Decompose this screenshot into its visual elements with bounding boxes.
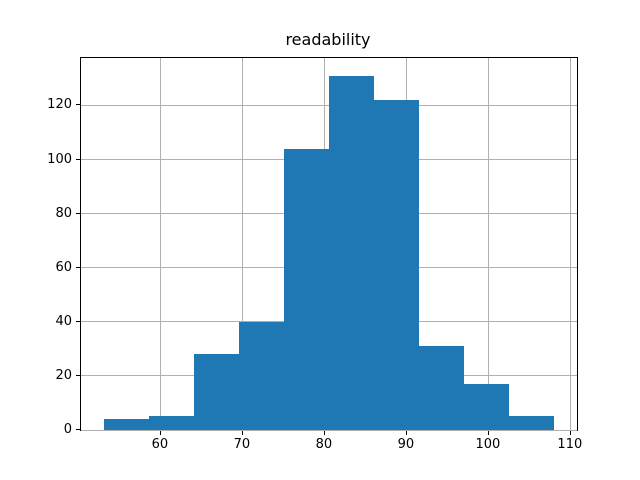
x-gridline bbox=[488, 58, 490, 430]
y-tick-label: 20 bbox=[55, 367, 72, 383]
histogram-bar bbox=[238, 321, 284, 430]
histogram-bar bbox=[329, 75, 375, 430]
histogram-bar bbox=[103, 419, 149, 430]
x-tick-mark bbox=[569, 431, 571, 435]
x-gridline bbox=[242, 58, 244, 430]
x-tick-mark bbox=[323, 431, 325, 435]
histogram-bar bbox=[509, 416, 555, 430]
y-tick-mark bbox=[76, 212, 80, 214]
x-tick-mark bbox=[405, 431, 407, 435]
histogram-bar bbox=[193, 354, 239, 430]
histogram-bar bbox=[419, 346, 465, 430]
histogram-bar bbox=[283, 148, 329, 430]
x-tick-mark bbox=[159, 431, 161, 435]
x-gridline bbox=[570, 58, 572, 430]
x-gridline bbox=[160, 58, 162, 430]
x-tick-label: 60 bbox=[151, 437, 169, 452]
histogram-bar bbox=[374, 100, 420, 430]
x-tick-label: 70 bbox=[233, 437, 251, 452]
x-tick-label: 110 bbox=[557, 437, 583, 452]
x-tick-label: 100 bbox=[475, 437, 501, 452]
y-tick-label: 0 bbox=[63, 422, 72, 437]
x-tick-label: 80 bbox=[315, 437, 333, 452]
histogram-bar bbox=[464, 384, 510, 430]
y-tick-label: 80 bbox=[55, 205, 72, 221]
y-tick-mark bbox=[76, 320, 80, 322]
y-tick-mark bbox=[76, 374, 80, 376]
y-tick-label: 60 bbox=[55, 259, 72, 275]
y-tick-mark bbox=[76, 158, 80, 160]
chart-title: readability bbox=[285, 30, 371, 49]
y-gridline bbox=[81, 429, 577, 431]
y-tick-label: 100 bbox=[47, 151, 72, 167]
plot-area bbox=[80, 57, 578, 431]
x-tick-label: 90 bbox=[397, 437, 415, 452]
histogram-bar bbox=[148, 416, 194, 430]
y-tick-mark bbox=[76, 429, 80, 430]
y-tick-mark bbox=[76, 266, 80, 268]
y-tick-label: 40 bbox=[55, 313, 72, 329]
y-tick-label: 120 bbox=[47, 97, 72, 113]
x-tick-mark bbox=[241, 431, 243, 435]
x-tick-mark bbox=[487, 431, 489, 435]
y-tick-mark bbox=[76, 104, 80, 106]
